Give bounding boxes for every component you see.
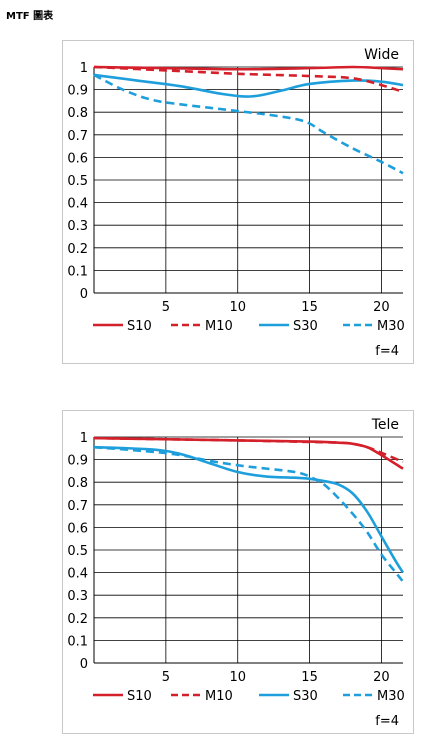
legend-label-s10: S10 (127, 689, 152, 704)
y-tick-label: 0 (80, 287, 88, 302)
y-tick-label: 0.2 (67, 242, 88, 257)
x-tick-label: 20 (373, 670, 390, 685)
chart-title: Tele (371, 417, 399, 433)
x-tick-label: 20 (373, 300, 390, 315)
x-tick-label: 15 (301, 670, 318, 685)
aperture-note: f=4 (375, 714, 399, 729)
aperture-note: f=4 (375, 344, 399, 359)
y-tick-label: 0.4 (67, 197, 88, 212)
chart-title: Wide (364, 47, 399, 63)
y-tick-label: 0.7 (67, 499, 88, 514)
legend-label-m10: M10 (205, 319, 233, 334)
page-title: MTF 圖表 (6, 11, 54, 22)
legend-label-s10: S10 (127, 319, 152, 334)
y-tick-label: 0.8 (67, 106, 88, 121)
y-tick-label: 0.3 (67, 589, 88, 604)
y-tick-label: 1 (80, 431, 88, 446)
y-tick-label: 0.9 (67, 454, 88, 469)
chart-panel-wide: 0 0.1 0.2 0.3 0.4 0.5 0.6 0.7 0.8 0.9 1 5 10 15 20 Wide… (62, 40, 414, 364)
y-tick-label: 0 (80, 657, 88, 672)
y-tick-label: 0.4 (67, 567, 88, 582)
y-tick-label: 0.3 (67, 219, 88, 234)
y-tick-label: 1 (80, 61, 88, 76)
y-tick-label: 0.7 (67, 129, 88, 144)
y-tick-label: 0.8 (67, 476, 88, 491)
legend-label-m30: M30 (377, 689, 405, 704)
x-tick-label: 5 (162, 670, 170, 685)
legend-label-m30: M30 (377, 319, 405, 334)
series-line-s10 (93, 65, 404, 71)
legend-label-s30: S30 (293, 319, 318, 334)
y-tick-label: 0.1 (67, 634, 88, 649)
x-tick-label: 15 (301, 300, 318, 315)
y-tick-label: 0.5 (67, 174, 88, 189)
mtf-chart-wide: 00.10.20.30.40.50.60.70.80.915 10 15 20Wide… (67, 47, 405, 359)
x-tick-label: 10 (229, 670, 246, 685)
y-tick-label: 0.5 (67, 544, 88, 559)
y-tick-label: 0.1 (67, 264, 88, 279)
series-line-s30 (93, 445, 405, 574)
series-line-m10 (93, 65, 404, 94)
chart-panel-tele: 0 0.1 0.2 0.3 0.4 0.5 0.6 0.7 0.8 0.9 1 5 10 15 20 Tele… (62, 410, 414, 734)
mtf-chart-tele: 00.10.20.30.40.50.60.70.80.915 10 15 20Tele… (67, 417, 405, 729)
series-line-s10 (93, 436, 404, 470)
legend-label-s30: S30 (293, 689, 318, 704)
y-tick-label: 0.6 (67, 521, 88, 536)
y-tick-label: 0.9 (67, 84, 88, 99)
x-tick-label: 5 (162, 300, 170, 315)
series-line-m30 (93, 445, 405, 583)
y-tick-label: 0.2 (67, 612, 88, 627)
x-tick-label: 10 (229, 300, 246, 315)
legend-label-m10: M10 (205, 689, 233, 704)
y-tick-label: 0.6 (67, 151, 88, 166)
